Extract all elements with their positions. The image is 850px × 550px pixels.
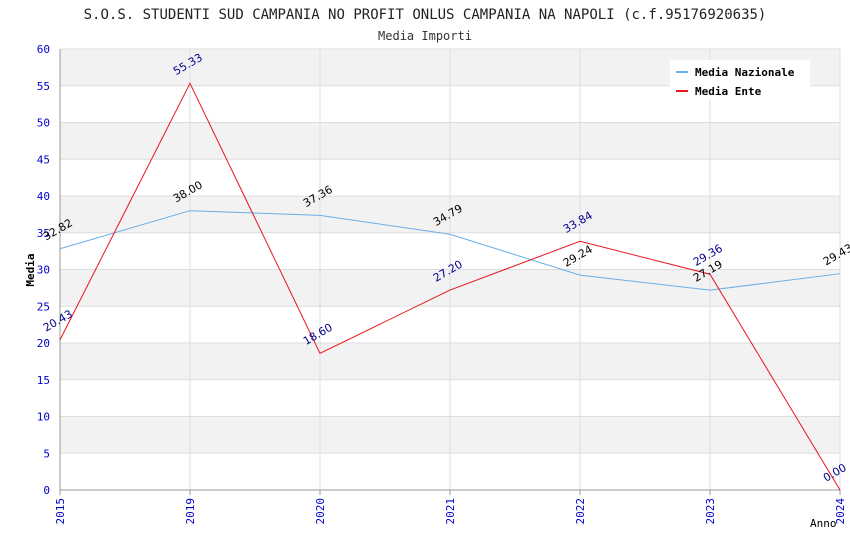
y-tick-label: 55 [37,80,50,93]
y-tick-label: 60 [37,43,50,56]
y-tick-label: 20 [37,337,50,350]
chart-title: S.O.S. STUDENTI SUD CAMPANIA NO PROFIT O… [84,7,767,23]
chart-subtitle: Media Importi [378,29,472,43]
y-tick-label: 30 [37,264,50,277]
y-axis-label: Media [24,253,37,286]
y-tick-label: 0 [43,484,50,497]
y-tick-label: 5 [43,447,50,460]
y-tick-label: 35 [37,227,50,240]
x-tick-label: 2022 [574,498,587,525]
legend-box [670,60,810,100]
legend-label: Media Ente [695,85,762,98]
y-tick-label: 10 [37,411,50,424]
y-tick-labels: 0 5 10 15 20 25 30 35 40 45 50 55 60 [37,43,50,497]
x-tick-label: 2024 [834,498,847,525]
x-tick-label: 2020 [314,498,327,525]
grid-lines [59,48,841,491]
legend-label: Media Nazionale [695,66,795,79]
axes [59,49,841,495]
y-tick-label: 50 [37,117,50,130]
x-tick-label: 2015 [54,498,67,525]
legend: Media Nazionale Media Ente [670,60,810,100]
series-line [59,210,841,291]
series-lines [59,82,841,491]
y-tick-label: 45 [37,153,50,166]
y-tick-label: 40 [37,190,50,203]
x-tick-label: 2019 [184,498,197,525]
y-tick-label: 15 [37,374,50,387]
x-axis-label: Anno [810,517,837,530]
x-tick-labels: 2015 2019 2020 2021 2022 2023 2024 [54,498,847,525]
x-tick-label: 2021 [444,498,457,525]
series-line [59,82,841,491]
y-tick-label: 25 [37,300,50,313]
x-tick-label: 2023 [704,498,717,525]
